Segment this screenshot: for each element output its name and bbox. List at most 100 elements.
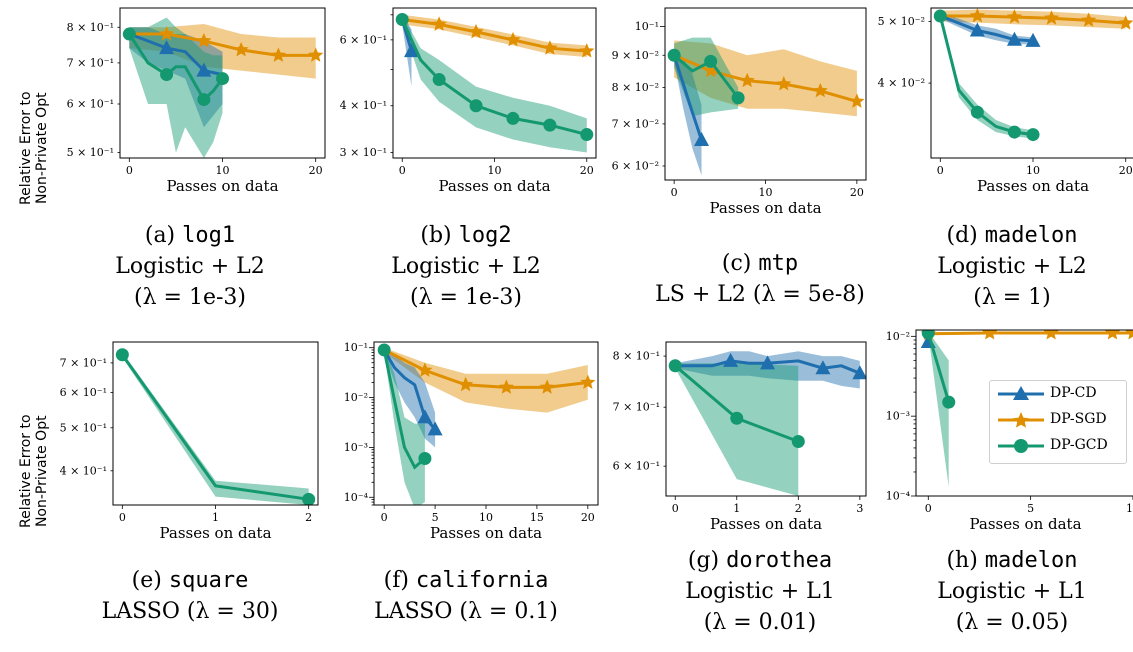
dp-sgd-series-line xyxy=(129,32,316,57)
dp-cd-data-point xyxy=(1006,31,1022,46)
dp-sgd-data-point xyxy=(1118,15,1133,30)
x-tick-label: 1 xyxy=(212,511,219,524)
legend-item-dp-cd: DP-CD xyxy=(990,381,1126,407)
dp-sgd-data-point xyxy=(505,31,521,47)
dp-gcd-data-point xyxy=(197,93,211,107)
dp-sgd-data-point xyxy=(982,330,998,340)
dp-sgd-series-line xyxy=(402,18,587,53)
star-marker-icon xyxy=(998,412,1044,428)
dp-cd-data-point xyxy=(417,409,433,424)
x-tick-label: 10 xyxy=(759,186,773,199)
panel-caption: (d) madelon Logistic + L2 (λ = 1) xyxy=(882,220,1133,313)
dp-sgd-confidence-band xyxy=(674,40,857,117)
x-axis-label: Passes on data xyxy=(709,199,821,217)
x-tick-label: 15 xyxy=(530,511,544,524)
caption-line-3: (λ = 1) xyxy=(973,285,1051,310)
dp-gcd-data-point xyxy=(1007,125,1021,139)
y-tick-label: 5 × 10⁻² xyxy=(878,15,925,28)
chart-panel-5: 4 × 10⁻¹ 5 × 10⁻¹ 6 × 10⁻¹ 7 × 10⁻¹ 0 1 2 Passe… xyxy=(60,341,319,542)
y-tick-label: 10⁻⁴ xyxy=(886,490,911,503)
dp-sgd-data-point xyxy=(1006,9,1023,24)
triangle-marker-icon xyxy=(998,386,1044,400)
x-tick-label: 5 xyxy=(432,511,439,524)
dp-cd-confidence-band xyxy=(940,13,1033,45)
dp-sgd-data-point xyxy=(580,374,596,389)
dp-cd-data-point xyxy=(815,360,831,375)
x-axis-label: Passes on data xyxy=(438,177,550,195)
x-tick-label: 2 xyxy=(795,502,802,515)
dp-sgd-data-point xyxy=(308,47,324,62)
dp-gcd-data-point xyxy=(731,91,745,105)
x-axis-label: Passes on data xyxy=(166,177,278,195)
caption-dataset: square xyxy=(168,568,249,593)
dp-sgd-data-point xyxy=(270,47,286,62)
caption-line-2: Logistic + L2 xyxy=(937,254,1087,279)
caption-line-3: (λ = 0.01) xyxy=(703,610,817,635)
y-tick-label: 4 × 10⁻¹ xyxy=(60,464,107,477)
chart-panel-6: 10⁻⁴ 10⁻³ 10⁻² 10⁻¹ 0 5 10 15 20 Passes on data xyxy=(344,341,599,542)
dp-gcd-data-point xyxy=(469,99,483,113)
dp-sgd-confidence-band xyxy=(940,9,1126,29)
circle-marker-icon xyxy=(998,439,1044,453)
caption-letter: (b) xyxy=(420,223,459,248)
dp-sgd-data-point xyxy=(233,41,249,57)
chart-panel-2: 3 × 10⁻¹ 4 × 10⁻¹ 6 × 10⁻¹ 0 10 20 Passes on d… xyxy=(340,7,597,195)
x-tick-label: 0 xyxy=(671,186,678,199)
chart-panel-3: 6 × 10⁻² 7 × 10⁻² 8 × 10⁻² 9 × 10⁻² 10⁻¹ 0 10 2… xyxy=(612,7,867,217)
dp-sgd-data-point xyxy=(1125,330,1133,340)
y-tick-label: 7 × 10⁻¹ xyxy=(67,56,114,69)
caption-letter: (a) xyxy=(144,223,183,248)
panel-caption: (c) mtp LS + L2 (λ = 5e-8) xyxy=(630,248,890,310)
x-axis-label: Passes on data xyxy=(159,524,271,542)
legend-label: DP-CD xyxy=(1050,385,1097,401)
plot-area xyxy=(122,17,324,158)
dp-gcd-data-point xyxy=(730,411,744,425)
y-tick-label: 9 × 10⁻² xyxy=(612,49,659,62)
caption-dataset: mtp xyxy=(758,251,799,276)
dp-sgd-data-point xyxy=(539,379,555,394)
x-tick-label: 1 xyxy=(733,502,740,515)
dp-sgd-data-point xyxy=(969,8,985,23)
caption-line-2: LASSO (λ = 30) xyxy=(101,599,279,624)
caption-line-2: LS + L2 (λ = 5e-8) xyxy=(655,282,865,307)
x-axis-label: Passes on data xyxy=(977,177,1089,195)
dp-gcd-data-point xyxy=(302,492,316,505)
dp-cd-data-point xyxy=(969,22,985,37)
dp-cd-confidence-band xyxy=(675,351,860,389)
y-tick-label: 10⁻² xyxy=(886,330,910,343)
dp-sgd-data-point xyxy=(1043,10,1060,25)
y-tick-label: 10⁻¹ xyxy=(635,20,659,33)
dp-sgd-data-point xyxy=(431,16,447,31)
x-tick-label: 0 xyxy=(126,164,133,177)
legend: DP-CD DP-SGD DP-GCD xyxy=(989,380,1127,464)
y-tick-label: 7 × 10⁻² xyxy=(612,117,659,130)
dp-sgd-data-point xyxy=(196,33,212,48)
x-tick-label: 10 xyxy=(1026,164,1040,177)
dp-gcd-data-point xyxy=(122,27,136,41)
dp-gcd-data-point xyxy=(933,9,947,23)
caption-dataset: madelon xyxy=(984,223,1078,248)
x-tick-label: 0 xyxy=(925,502,932,515)
caption-line-3: (λ = 0.05) xyxy=(955,610,1069,635)
caption-line-3: (λ = 1e-3) xyxy=(134,285,246,310)
chart-panel-8: 10⁻⁴ 10⁻³ 10⁻² 0 5 10 Passes on data xyxy=(886,329,1133,533)
dp-gcd-data-point xyxy=(791,434,805,448)
dp-sgd-data-point xyxy=(776,76,792,91)
caption-dataset: log2 xyxy=(458,223,512,248)
dp-gcd-series-line xyxy=(128,33,224,102)
dp-sgd-data-point xyxy=(1043,330,1059,340)
x-tick-label: 20 xyxy=(1119,164,1133,177)
chart-panel-1: 5 × 10⁻¹ 6 × 10⁻¹ 7 × 10⁻¹ 8 × 10⁻¹ 0 10 20 Pas… xyxy=(67,7,326,195)
x-tick-label: 5 xyxy=(1027,502,1034,515)
dp-gcd-data-point xyxy=(432,73,446,87)
x-tick-label: 10 xyxy=(479,511,493,524)
caption-letter: (c) xyxy=(721,251,759,276)
plot-area xyxy=(395,13,595,153)
caption-line-2: Logistic + L1 xyxy=(685,579,835,604)
dp-sgd-confidence-band xyxy=(129,24,316,79)
dp-gcd-data-point xyxy=(506,111,520,125)
y-tick-label: 8 × 10⁻¹ xyxy=(613,350,660,363)
dp-cd-series-line xyxy=(672,54,703,141)
dp-gcd-data-point xyxy=(1026,128,1040,142)
dp-gcd-series-line xyxy=(673,54,740,99)
